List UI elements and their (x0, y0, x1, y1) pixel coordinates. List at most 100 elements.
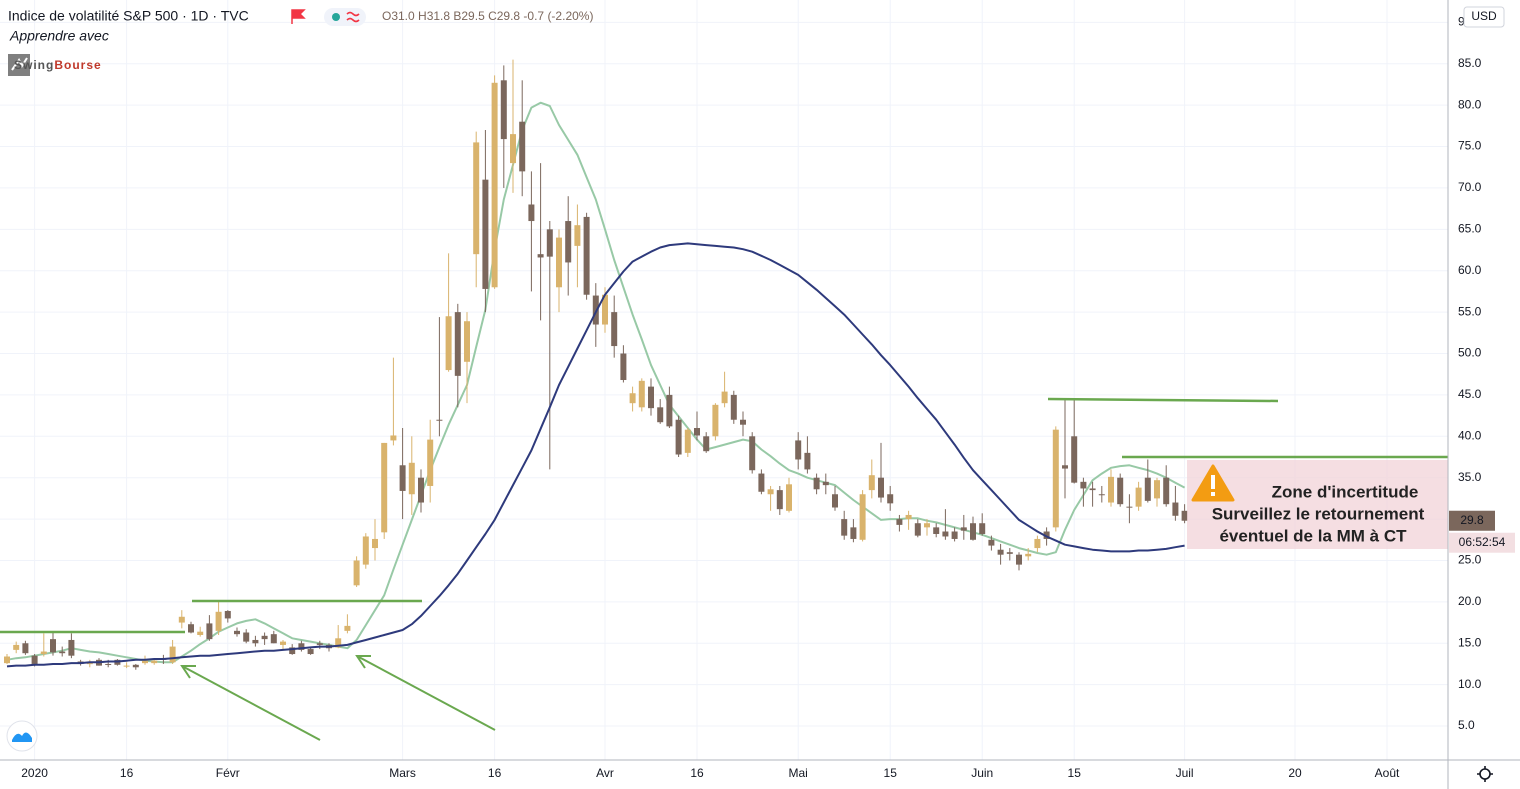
candle-body (491, 82, 498, 288)
candle-body (362, 536, 369, 565)
candle-body (307, 649, 314, 655)
axes: 5.010.015.020.025.030.035.040.045.050.05… (21, 15, 1515, 780)
candle-body (142, 660, 148, 664)
x-tick-label: 16 (120, 766, 134, 780)
candle-body (1135, 487, 1142, 507)
candle-body (224, 610, 231, 619)
candle-body (988, 539, 995, 546)
warning-icon-bar (1211, 475, 1215, 489)
note-line: Surveillez le retournement (1212, 504, 1425, 523)
candle-body (234, 630, 240, 635)
candle-body (105, 663, 112, 665)
candle-body (381, 442, 388, 533)
candle-body (50, 639, 56, 653)
candle-body (638, 380, 645, 408)
candle-body (13, 644, 20, 650)
candle-body (666, 394, 673, 427)
candle-body (924, 523, 930, 528)
countdown: 06:52:54 (1459, 535, 1506, 549)
candle-body (979, 523, 986, 534)
candle-body (1108, 476, 1114, 503)
logo-icon-mark (11, 57, 28, 71)
candle-body (344, 625, 351, 631)
candle-body (997, 549, 1004, 555)
resistance-line (1047, 397, 1279, 403)
x-tick-label: 16 (488, 766, 502, 780)
y-tick-label: 75.0 (1458, 139, 1482, 153)
time-axis-bg (0, 760, 1520, 789)
arrow-head (180, 665, 196, 679)
branding-prefix: Apprendre avec (9, 28, 109, 44)
candle-body (316, 643, 323, 645)
candle-body (1144, 477, 1151, 501)
candle-body (151, 660, 158, 664)
y-tick-label: 85.0 (1458, 56, 1482, 70)
tv-logo-mark (12, 732, 32, 742)
candle-body (960, 527, 967, 531)
y-tick-label: 50.0 (1458, 346, 1482, 360)
y-tick-label: 80.0 (1458, 97, 1482, 111)
candle-body (694, 428, 700, 436)
symbol-title: Indice de volatilité S&P 500 · 1D · TVC (8, 8, 249, 24)
candle-body (611, 312, 618, 347)
candle-body (868, 475, 875, 491)
candle-body (399, 465, 406, 491)
x-tick-label: Avr (596, 766, 614, 780)
candle-body (951, 531, 958, 539)
candle-body (1089, 488, 1096, 491)
y-tick-label: 15.0 (1458, 635, 1482, 649)
candle-body (970, 523, 976, 540)
candle-body (1006, 552, 1013, 554)
currency-box[interactable] (1463, 6, 1505, 28)
candle-body (464, 321, 470, 362)
candle-body (822, 481, 829, 486)
x-tick-label: 20 (1288, 766, 1302, 780)
wave-icon (346, 11, 360, 23)
y-tick-label: 70.0 (1458, 180, 1482, 194)
candle-body (436, 419, 443, 421)
candle-body (896, 519, 903, 525)
candle-body (942, 531, 949, 537)
indicator-pill[interactable] (324, 8, 366, 26)
last-price-box (1449, 510, 1495, 531)
logo-text: SwingBourse (14, 58, 102, 72)
candle-body (721, 391, 728, 404)
x-tick-label: 16 (690, 766, 704, 780)
candle-body (850, 527, 857, 539)
candle-body (1034, 538, 1041, 549)
candle-body (878, 477, 884, 498)
candle-body (1080, 481, 1087, 489)
y-tick-label: 65.0 (1458, 221, 1482, 235)
y-tick-label: 25.0 (1458, 553, 1482, 567)
candle-body (1154, 480, 1160, 499)
candle-body (500, 80, 507, 140)
candle-body (786, 484, 792, 511)
y-tick-label: 40.0 (1458, 428, 1482, 442)
candle-body (813, 477, 820, 490)
plot-area (4, 59, 1188, 670)
logo-bourse: Bourse (54, 58, 101, 72)
x-tick-label: 15 (1068, 766, 1082, 780)
arrow (181, 665, 321, 741)
grid (0, 0, 1448, 760)
candle-body (914, 523, 921, 536)
x-tick-label: Mars (389, 766, 416, 780)
candle-body (905, 514, 912, 520)
candle-body (740, 419, 746, 425)
candle-body (40, 651, 47, 655)
candle-body (1117, 477, 1124, 505)
y-tick-label: 20.0 (1458, 594, 1482, 608)
flag-icon[interactable] (291, 9, 306, 24)
candle-body (832, 494, 838, 508)
candle-body (758, 473, 765, 492)
y-tick-label: 60.0 (1458, 263, 1482, 277)
logo-swing: Swing (14, 58, 54, 72)
candle-body (408, 462, 415, 495)
candle-body (188, 624, 194, 633)
candle-body (132, 664, 139, 668)
candle-body (767, 489, 774, 495)
candle-body (703, 436, 710, 452)
candle-body (537, 254, 544, 258)
note-line: Zone d'incertitude (1272, 482, 1419, 501)
candle-body (629, 393, 636, 404)
